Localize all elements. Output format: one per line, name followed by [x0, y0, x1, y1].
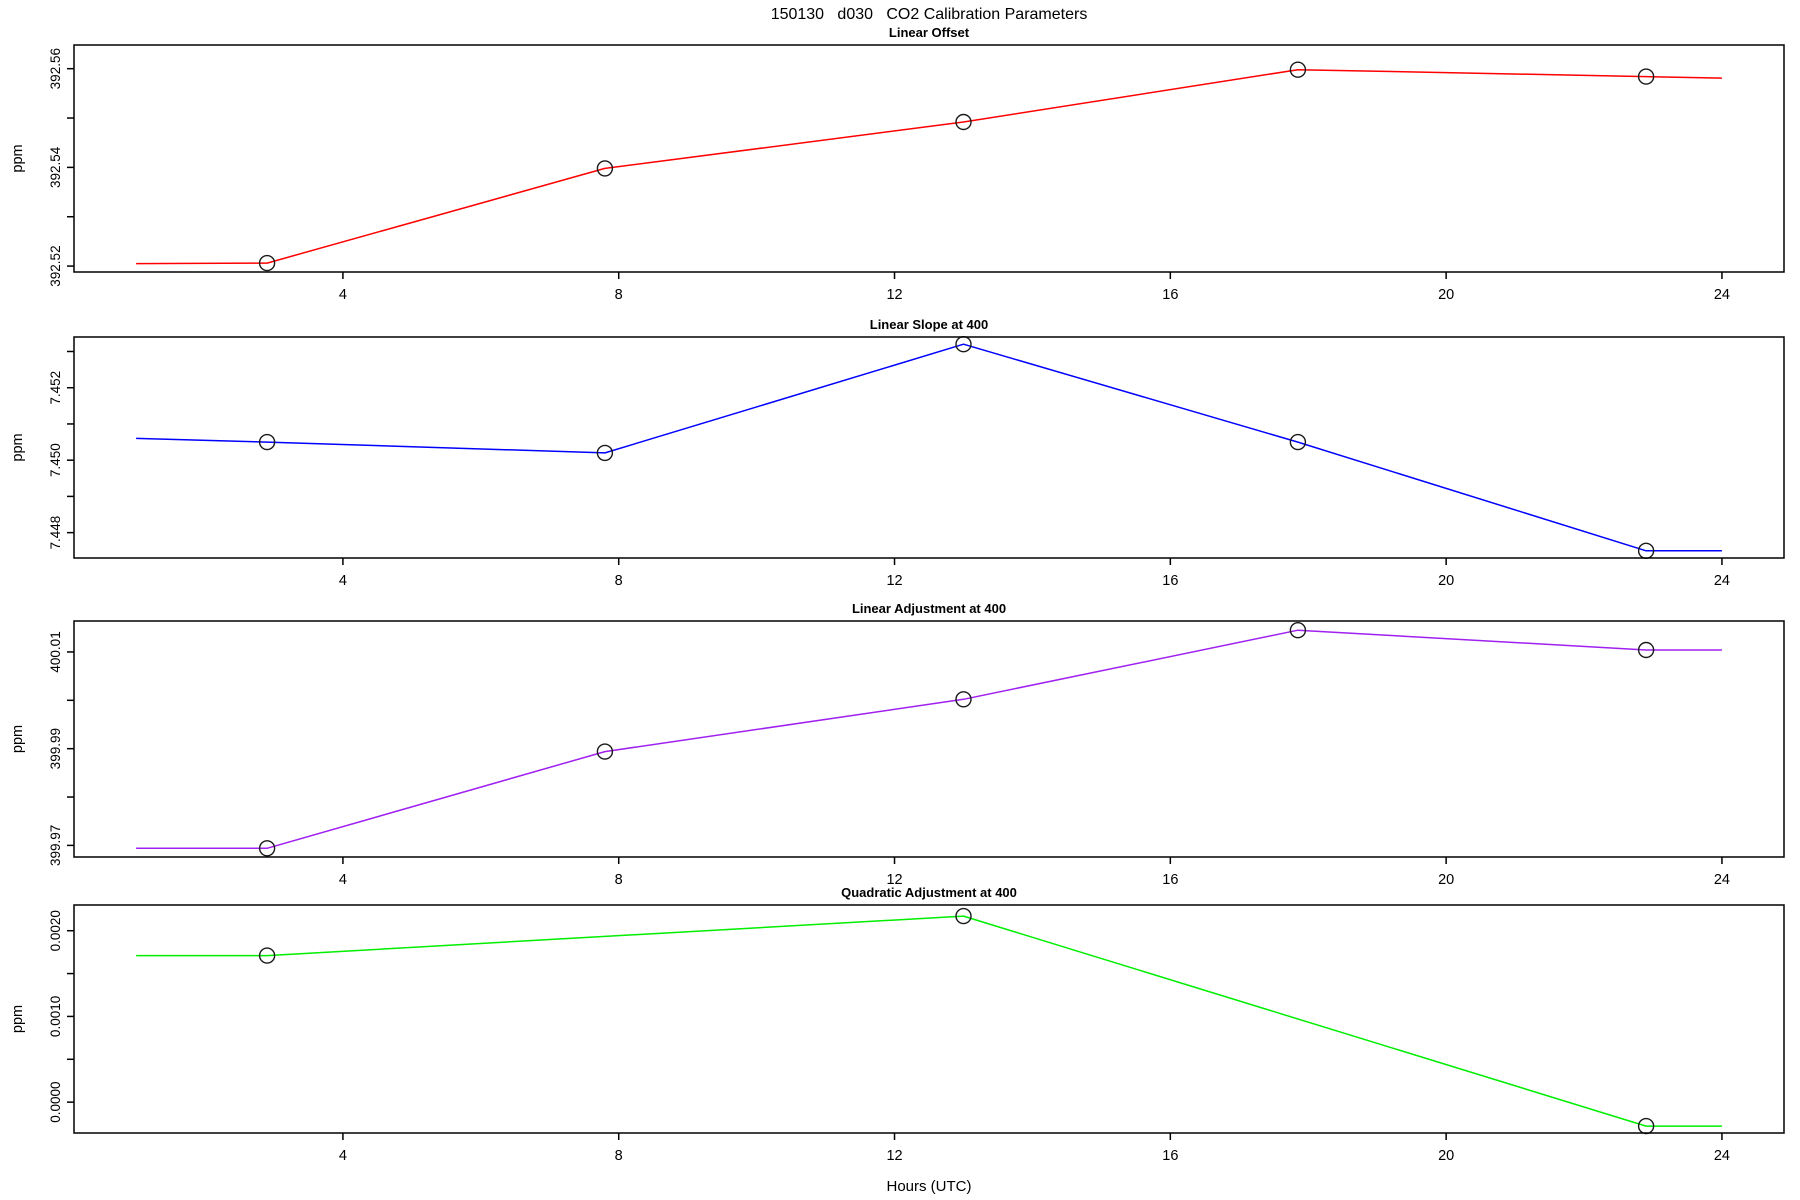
- x-tick-label: 24: [1714, 287, 1730, 303]
- data-point: [596, 160, 614, 177]
- x-tick-label: 8: [615, 287, 623, 303]
- panel-box: [73, 44, 1785, 273]
- x-tick-label: 8: [615, 872, 623, 888]
- x-tick-label: 12: [886, 872, 902, 888]
- x-tick-label: 8: [615, 573, 623, 589]
- data-point: [1289, 433, 1307, 451]
- x-tick-label: 20: [1438, 287, 1454, 303]
- y-tick-label: 392.52: [48, 245, 63, 286]
- x-tick-label: 16: [1162, 573, 1178, 589]
- series-line: [136, 343, 1722, 552]
- x-tick-label: 24: [1714, 573, 1730, 589]
- data-point: [596, 444, 614, 462]
- y-axis-title: ppm: [10, 433, 26, 461]
- x-tick-label: 4: [339, 872, 347, 888]
- data-point: [955, 113, 972, 131]
- data-point: [596, 743, 614, 760]
- y-tick-label: 7.448: [48, 516, 63, 550]
- panel-quadratic-adjustment-at-400: Quadratic Adjustment at 400 ppm 4 8 12 16 20 24…: [10, 885, 1785, 1164]
- panel-title: Linear Slope at 400: [870, 317, 989, 332]
- x-tick-label: 24: [1714, 872, 1730, 888]
- panel-linear-adjustment-at-400: Linear Adjustment at 400 ppm 4 8 12 16 20 24 399…: [10, 601, 1785, 888]
- x-tick-label: 12: [886, 287, 902, 303]
- panels-group: Linear Offset ppm 4 8 12 16 20 24 392.52 392.54 39…: [10, 25, 1785, 1164]
- x-tick-label: 16: [1162, 872, 1178, 888]
- x-axis-label: Hours (UTC): [887, 1178, 972, 1195]
- data-point: [258, 433, 276, 451]
- y-axis-title: ppm: [10, 144, 26, 172]
- data-point: [955, 907, 972, 925]
- x-tick-label: 16: [1162, 1148, 1178, 1164]
- x-tick-label: 20: [1438, 573, 1454, 589]
- panel-title: Linear Offset: [889, 25, 970, 40]
- y-tick-label: 7.452: [48, 371, 63, 405]
- x-tick-label: 20: [1438, 1148, 1454, 1164]
- y-tick-label: 392.56: [48, 48, 63, 89]
- data-point: [258, 840, 276, 857]
- panel-linear-slope-at-400: Linear Slope at 400 ppm 4 8 12 16 20 24 7.448 7.4…: [10, 317, 1785, 589]
- data-point: [1289, 622, 1307, 639]
- x-tick-label: 4: [339, 573, 347, 589]
- y-tick-label: 0.0010: [48, 996, 63, 1037]
- panel-box: [73, 336, 1785, 559]
- y-tick-label: 392.54: [48, 146, 63, 188]
- y-tick-label: 399.99: [48, 728, 63, 769]
- panel-box: [73, 904, 1785, 1134]
- y-axis-title: ppm: [10, 1005, 26, 1033]
- series-line: [136, 68, 1722, 265]
- data-point: [1289, 61, 1307, 78]
- main-title: 150130 d030 CO2 Calibration Parameters: [771, 6, 1088, 23]
- data-point: [1637, 641, 1655, 659]
- series-line: [136, 629, 1722, 850]
- series-line: [136, 915, 1722, 1127]
- y-tick-label: 7.450: [48, 443, 63, 477]
- panel-title: Linear Adjustment at 400: [852, 601, 1006, 616]
- x-tick-label: 4: [339, 1148, 347, 1164]
- x-tick-label: 12: [886, 1148, 902, 1164]
- x-tick-label: 4: [339, 287, 347, 303]
- y-tick-label: 400.01: [48, 631, 63, 672]
- data-point: [955, 691, 972, 708]
- data-point: [1637, 68, 1655, 85]
- x-tick-label: 16: [1162, 287, 1178, 303]
- x-tick-label: 24: [1714, 1148, 1730, 1164]
- y-tick-label: 399.97: [48, 825, 63, 866]
- y-axis-title: ppm: [10, 725, 26, 753]
- y-tick-label: 0.0000: [48, 1081, 63, 1122]
- data-point: [258, 947, 276, 964]
- panel-box: [73, 620, 1785, 858]
- panel-title: Quadratic Adjustment at 400: [841, 885, 1017, 900]
- panel-linear-offset: Linear Offset ppm 4 8 12 16 20 24 392.52 392.54 39…: [10, 25, 1785, 303]
- x-tick-label: 8: [615, 1148, 623, 1164]
- y-tick-label: 0.0020: [48, 910, 63, 951]
- data-point: [258, 254, 276, 272]
- x-tick-label: 20: [1438, 872, 1454, 888]
- x-tick-label: 12: [886, 573, 902, 589]
